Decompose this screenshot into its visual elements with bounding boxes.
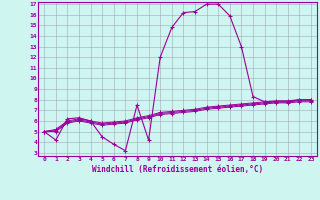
X-axis label: Windchill (Refroidissement éolien,°C): Windchill (Refroidissement éolien,°C) [92,165,263,174]
